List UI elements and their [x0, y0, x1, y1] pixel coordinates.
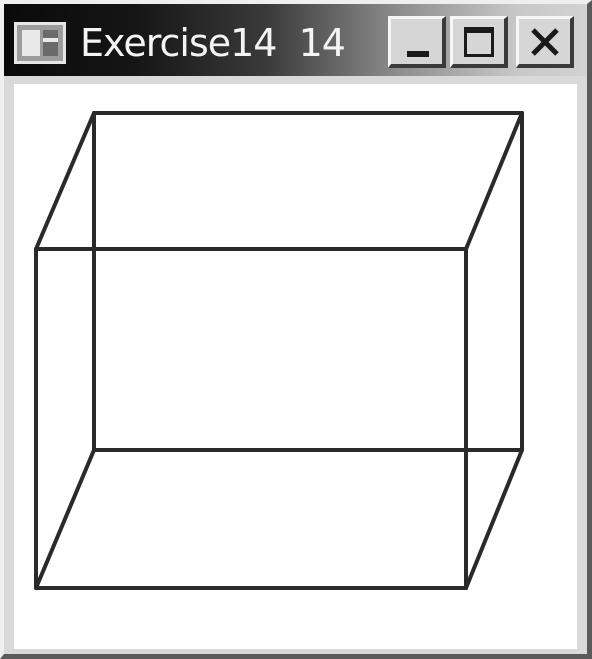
app-icon-pane: [22, 30, 40, 56]
close-button[interactable]: [516, 16, 574, 68]
cube-edge-connect-bottom-left: [34, 448, 96, 590]
drawing-canvas: [14, 84, 577, 649]
minimize-icon: [407, 51, 429, 57]
close-icon: [531, 28, 559, 56]
maximize-icon: [464, 27, 494, 57]
app-icon-pane: [43, 30, 58, 56]
cube-edge-connect-top-left: [34, 111, 96, 251]
title-bar[interactable]: Exercise14 14: [4, 4, 587, 76]
minimize-button[interactable]: [388, 16, 446, 68]
window-title: Exercise14 14: [80, 21, 346, 65]
window-app-icon[interactable]: [14, 22, 66, 64]
cube-edge-connect-top-right: [464, 111, 524, 251]
maximize-button[interactable]: [450, 16, 508, 68]
app-icon-pane: [43, 38, 58, 42]
cube-edge-connect-bottom-right: [464, 448, 524, 590]
wireframe-cube: [34, 111, 524, 590]
